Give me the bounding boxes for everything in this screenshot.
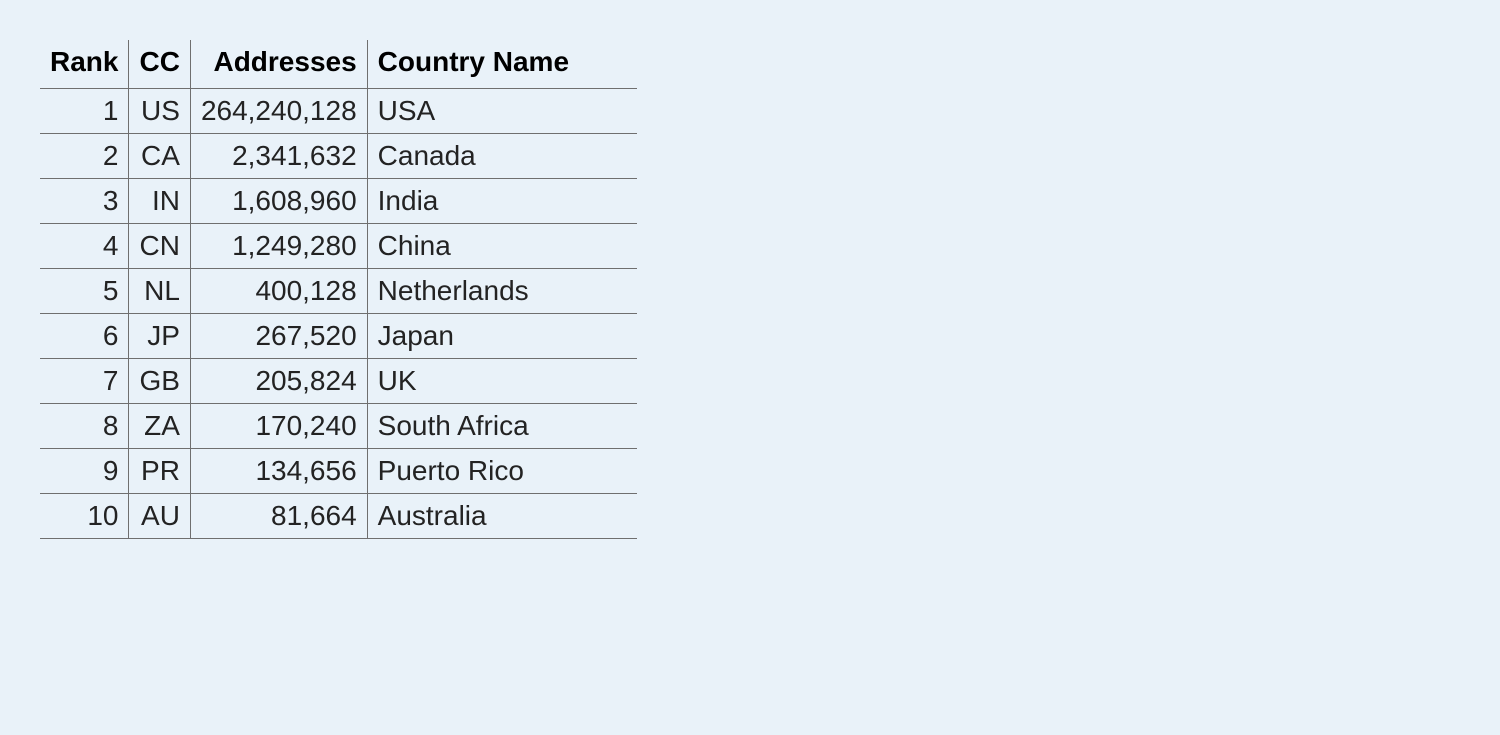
table-row: 7GB205,824UK xyxy=(40,359,637,404)
cell-rank: 4 xyxy=(40,224,129,269)
cell-addresses: 267,520 xyxy=(190,314,367,359)
cell-rank: 8 xyxy=(40,404,129,449)
cell-country-name: India xyxy=(367,179,637,224)
cell-addresses: 400,128 xyxy=(190,269,367,314)
table-row: 8ZA170,240South Africa xyxy=(40,404,637,449)
cell-addresses: 1,249,280 xyxy=(190,224,367,269)
column-header-cc: CC xyxy=(129,40,190,89)
cell-addresses: 205,824 xyxy=(190,359,367,404)
table-row: 10AU81,664Australia xyxy=(40,494,637,539)
cell-cc: PR xyxy=(129,449,190,494)
column-header-rank: Rank xyxy=(40,40,129,89)
cell-cc: NL xyxy=(129,269,190,314)
table-row: 9PR134,656Puerto Rico xyxy=(40,449,637,494)
table-header: Rank CC Addresses Country Name xyxy=(40,40,637,89)
cell-rank: 1 xyxy=(40,89,129,134)
cell-rank: 3 xyxy=(40,179,129,224)
cell-addresses: 81,664 xyxy=(190,494,367,539)
cell-country-name: USA xyxy=(367,89,637,134)
cell-country-name: Japan xyxy=(367,314,637,359)
cell-cc: ZA xyxy=(129,404,190,449)
cell-rank: 9 xyxy=(40,449,129,494)
cell-addresses: 264,240,128 xyxy=(190,89,367,134)
cell-cc: GB xyxy=(129,359,190,404)
table-row: 3IN1,608,960India xyxy=(40,179,637,224)
country-address-table: Rank CC Addresses Country Name 1US264,24… xyxy=(40,40,637,539)
cell-country-name: Canada xyxy=(367,134,637,179)
cell-country-name: China xyxy=(367,224,637,269)
table-container: Rank CC Addresses Country Name 1US264,24… xyxy=(0,0,1500,539)
cell-cc: CA xyxy=(129,134,190,179)
cell-cc: JP xyxy=(129,314,190,359)
table-row: 5NL400,128Netherlands xyxy=(40,269,637,314)
cell-country-name: Australia xyxy=(367,494,637,539)
cell-rank: 6 xyxy=(40,314,129,359)
table-row: 4CN1,249,280China xyxy=(40,224,637,269)
cell-addresses: 1,608,960 xyxy=(190,179,367,224)
table-body: 1US264,240,128USA2CA2,341,632Canada3IN1,… xyxy=(40,89,637,539)
cell-addresses: 2,341,632 xyxy=(190,134,367,179)
table-row: 1US264,240,128USA xyxy=(40,89,637,134)
table-row: 6JP267,520Japan xyxy=(40,314,637,359)
table-header-row: Rank CC Addresses Country Name xyxy=(40,40,637,89)
table-row: 2CA2,341,632Canada xyxy=(40,134,637,179)
cell-country-name: South Africa xyxy=(367,404,637,449)
column-header-country-name: Country Name xyxy=(367,40,637,89)
cell-country-name: Puerto Rico xyxy=(367,449,637,494)
cell-cc: US xyxy=(129,89,190,134)
cell-cc: AU xyxy=(129,494,190,539)
cell-rank: 5 xyxy=(40,269,129,314)
cell-cc: CN xyxy=(129,224,190,269)
column-header-addresses: Addresses xyxy=(190,40,367,89)
cell-addresses: 170,240 xyxy=(190,404,367,449)
cell-rank: 7 xyxy=(40,359,129,404)
cell-rank: 10 xyxy=(40,494,129,539)
cell-country-name: Netherlands xyxy=(367,269,637,314)
cell-cc: IN xyxy=(129,179,190,224)
cell-rank: 2 xyxy=(40,134,129,179)
cell-addresses: 134,656 xyxy=(190,449,367,494)
cell-country-name: UK xyxy=(367,359,637,404)
